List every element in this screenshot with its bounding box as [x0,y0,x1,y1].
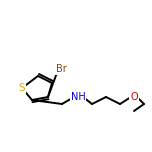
Text: NH: NH [71,92,85,102]
Text: O: O [130,92,138,102]
Text: Br: Br [56,64,66,74]
Text: S: S [19,83,25,93]
